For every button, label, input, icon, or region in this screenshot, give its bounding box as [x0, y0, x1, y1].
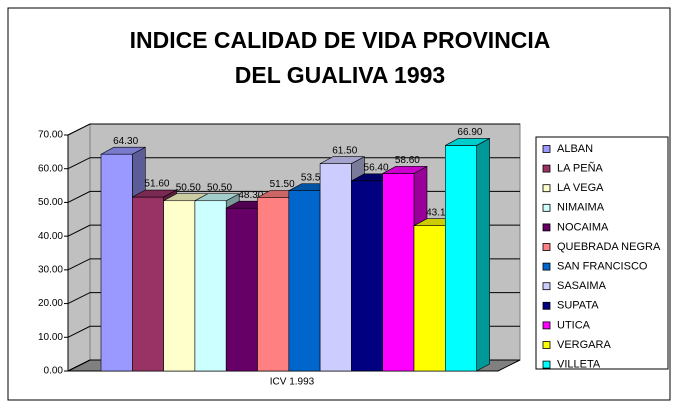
legend-label: VILLETA: [557, 359, 601, 371]
legend-label: LA VEGA: [557, 182, 604, 194]
bar-top: [382, 166, 428, 174]
value-label: 50.50: [176, 182, 201, 193]
value-label: 56.40: [364, 162, 389, 173]
legend-label: QUEBRADA NEGRA: [557, 241, 661, 253]
bar: [100, 153, 133, 372]
legend-swatch: [542, 223, 551, 232]
legend-swatch: [542, 321, 551, 330]
value-label: 64.30: [113, 136, 138, 147]
y-tick-label: 0.00: [44, 366, 64, 377]
bar: [319, 163, 352, 372]
y-tick-label: 60.00: [38, 163, 63, 174]
legend-swatch: [542, 164, 551, 173]
bar-top: [132, 189, 177, 198]
legend-swatch: [542, 341, 551, 349]
legend-label: VERGARA: [557, 339, 611, 351]
bar-top: [100, 146, 146, 155]
bar: [225, 207, 258, 372]
bar: [194, 200, 227, 372]
bar-top: [445, 138, 490, 146]
bar: [257, 197, 290, 372]
bar: [351, 180, 383, 372]
bar: [132, 196, 164, 372]
value-label: 51.50: [270, 179, 295, 190]
y-tick-label: 50.00: [38, 197, 63, 208]
legend-label: SAN FRANCISCO: [557, 261, 648, 273]
legend-label: LA PEÑA: [557, 162, 604, 175]
bar: [163, 200, 196, 372]
legend-swatch: [542, 145, 551, 153]
legend-label: NIMAIMA: [557, 202, 605, 214]
grid-line: [67, 123, 520, 136]
y-tick-label: 20.00: [38, 298, 63, 309]
legend-swatch: [542, 301, 551, 310]
x-tick-label: ICV 1.993: [270, 377, 315, 388]
bar: [444, 145, 477, 372]
bar-top: [319, 156, 365, 164]
bar: [288, 190, 321, 372]
legend-label: SASAIMA: [557, 280, 607, 292]
value-label: 61.50: [332, 145, 357, 156]
y-tick-label: 30.00: [38, 264, 63, 275]
bar-side: [476, 137, 490, 372]
bar-top: [194, 193, 240, 202]
legend-swatch: [542, 184, 551, 193]
legend-swatch: [542, 203, 551, 212]
legend-swatch: [542, 243, 551, 251]
value-label: 51.60: [144, 179, 169, 190]
value-label: 48.30: [238, 190, 263, 201]
y-tick-label: 10.00: [38, 332, 63, 343]
value-label: 43.10: [426, 207, 451, 218]
bar: [382, 173, 415, 372]
legend-swatch: [542, 282, 551, 291]
y-tick-label: 70.00: [38, 130, 63, 141]
legend-label: UTICA: [557, 319, 591, 331]
bar: [413, 225, 446, 372]
value-label: 53.50: [301, 172, 326, 183]
chart-title: INDICE CALIDAD DE VIDA PROVINCIA DEL GUAL…: [130, 27, 551, 88]
legend-label: SUPATA: [557, 300, 599, 312]
value-label: 58.60: [395, 155, 420, 166]
value-label: 50.50: [207, 182, 232, 193]
side-wall: [67, 123, 91, 372]
grid-line: [67, 157, 520, 170]
legend-box: [535, 136, 669, 370]
y-tick-label: 40.00: [38, 231, 63, 242]
legend-swatch: [542, 360, 551, 369]
value-label: 66.90: [457, 127, 482, 138]
legend-swatch: [542, 262, 551, 271]
legend-label: NOCAIMA: [557, 221, 609, 233]
legend-label: ALBAN: [557, 143, 593, 155]
